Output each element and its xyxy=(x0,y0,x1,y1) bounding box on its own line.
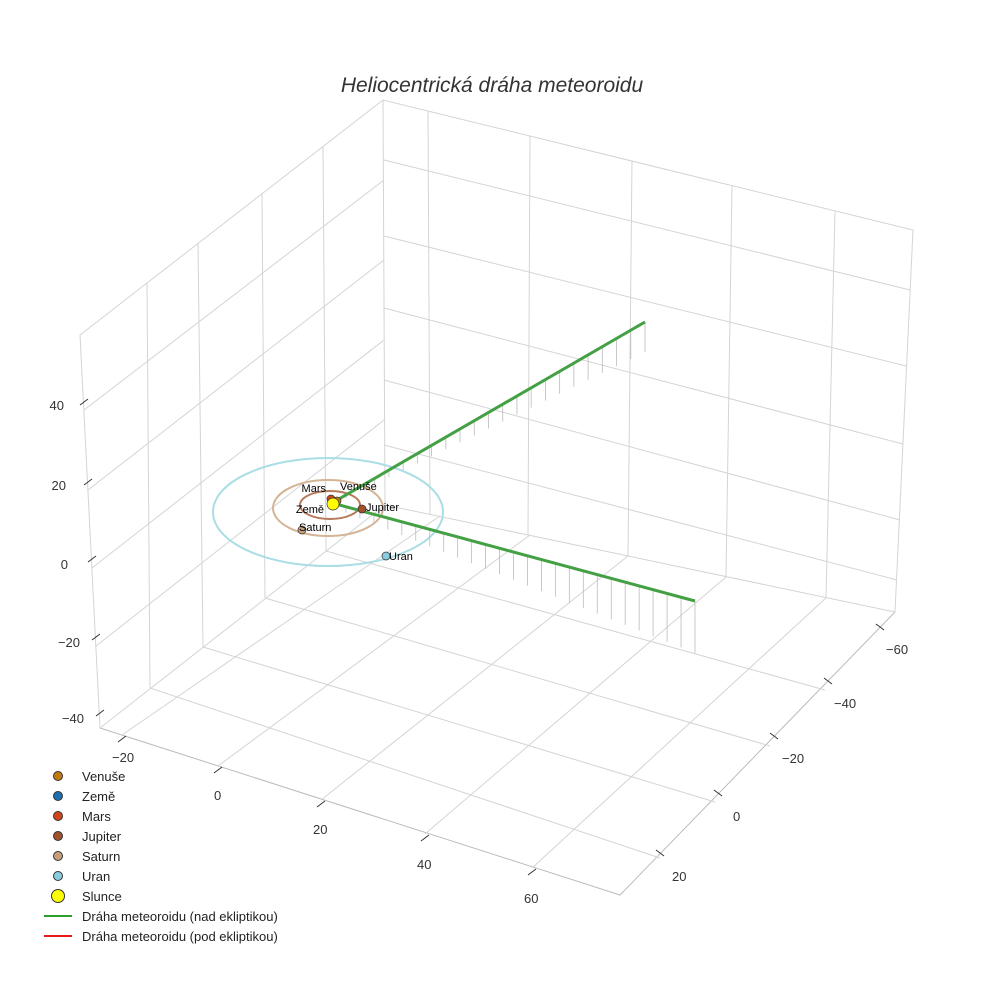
legend-item-jupiter[interactable]: Jupiter xyxy=(38,826,278,846)
x-tick-label: −20 xyxy=(112,750,134,765)
legend-label: Země xyxy=(82,788,116,804)
legend-item-slunce[interactable]: Slunce xyxy=(38,886,278,906)
drop-lines xyxy=(345,322,696,653)
label-uran: Uran xyxy=(389,551,413,563)
y-tick-label: −20 xyxy=(782,751,804,766)
circle-marker-icon xyxy=(53,871,63,881)
label-zeme: Země xyxy=(296,504,324,516)
y-tick-label: 20 xyxy=(672,869,686,884)
legend-item-path-below[interactable]: Dráha meteoroidu (pod ekliptikou) xyxy=(38,926,278,946)
legend-label: Uran xyxy=(82,868,111,884)
orbit-uran xyxy=(212,457,444,567)
legend-item-zeme[interactable]: Země xyxy=(38,786,278,806)
box-left-edge xyxy=(79,334,101,729)
label-jupiter: Jupiter xyxy=(366,502,399,514)
legend-label: Jupiter xyxy=(82,828,122,844)
label-mars: Mars xyxy=(302,483,327,495)
legend-item-mars[interactable]: Mars xyxy=(38,806,278,826)
z-tick-label: −40 xyxy=(62,711,84,726)
circle-marker-icon xyxy=(53,851,63,861)
legend: Venuše Země Mars Jupiter Saturn Uran Slu… xyxy=(38,766,278,946)
x-tick-label: 60 xyxy=(524,891,538,906)
label-saturn: Saturn xyxy=(299,522,331,534)
uran-marker xyxy=(381,551,391,561)
circle-marker-icon xyxy=(53,771,63,781)
sun-marker-icon xyxy=(51,889,65,903)
x-tick-labels: −20 0 20 40 60 xyxy=(112,750,538,906)
circle-marker-icon xyxy=(53,791,63,801)
label-venuse: Venuše xyxy=(340,481,377,493)
legend-label: Mars xyxy=(82,808,111,824)
z-tick-labels: 40 20 0 −20 −40 xyxy=(50,398,84,726)
planet-markers xyxy=(297,494,391,561)
y-tick-label: −40 xyxy=(834,696,856,711)
chart-title: Heliocentrická dráha meteoroidu xyxy=(340,74,644,97)
y-tick-label: 0 xyxy=(733,809,740,824)
x-tick-label: 40 xyxy=(417,857,431,872)
jupiter-marker xyxy=(357,504,367,514)
legend-item-path-above[interactable]: Dráha meteoroidu (nad ekliptikou) xyxy=(38,906,278,926)
planet-labels: Mars Venuše Země Jupiter Saturn Uran xyxy=(296,481,413,563)
x-tick-label: 0 xyxy=(214,788,221,803)
legend-label: Dráha meteoroidu (pod ekliptikou) xyxy=(82,928,278,944)
orbits xyxy=(212,457,444,567)
legend-item-venuse[interactable]: Venuše xyxy=(38,766,278,786)
y-tick-labels: −60 −40 −20 0 20 xyxy=(672,642,908,884)
circle-marker-icon xyxy=(53,811,63,821)
saturn-marker xyxy=(297,525,307,535)
line-icon xyxy=(44,915,72,917)
tick-marks xyxy=(79,398,885,876)
legend-label: Dráha meteoroidu (nad ekliptikou) xyxy=(82,908,278,924)
x-tick-label: 20 xyxy=(313,822,327,837)
legend-item-saturn[interactable]: Saturn xyxy=(38,846,278,866)
orbit-saturn xyxy=(272,479,384,537)
z-tick-label: 20 xyxy=(52,478,66,493)
z-tick-label: 0 xyxy=(61,557,68,572)
circle-marker-icon xyxy=(53,831,63,841)
line-icon xyxy=(44,935,72,937)
legend-label: Venuše xyxy=(82,768,126,784)
y-tick-label: −60 xyxy=(886,642,908,657)
box-top-edge xyxy=(79,99,914,613)
z-tick-label: −20 xyxy=(58,635,80,650)
legend-label: Slunce xyxy=(82,888,122,904)
z-tick-label: 40 xyxy=(50,398,64,413)
legend-label: Saturn xyxy=(82,848,121,864)
box-back-edge xyxy=(382,99,386,506)
box-bottom-edge xyxy=(99,611,896,896)
orbit-jupiter xyxy=(299,490,361,520)
legend-item-uran[interactable]: Uran xyxy=(38,866,278,886)
sun-marker xyxy=(326,497,340,511)
